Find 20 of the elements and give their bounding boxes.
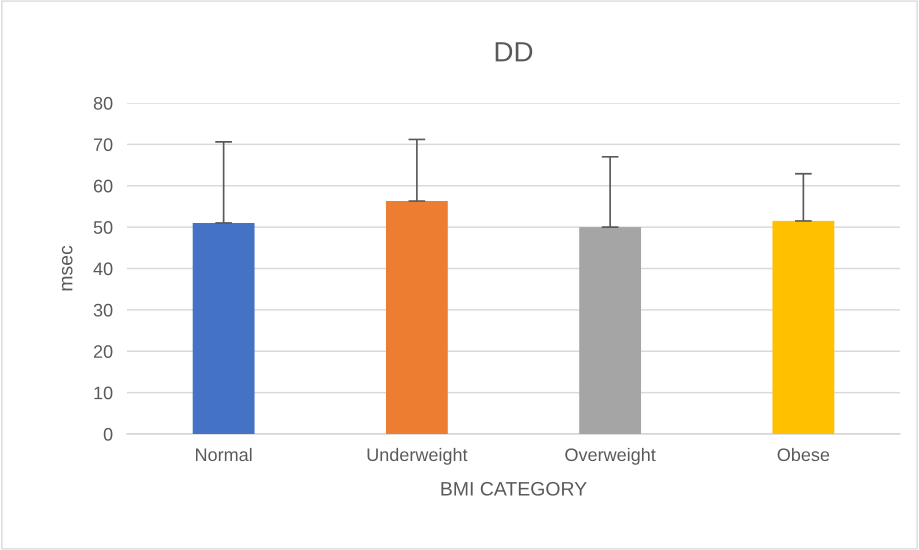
x-tick-label: Overweight <box>565 448 656 465</box>
bar <box>386 201 448 434</box>
x-tick-label: Underweight <box>368 448 468 465</box>
y-axis-title: msec <box>62 246 73 290</box>
chart-title: DD <box>496 42 532 62</box>
y-tick-label: 40 <box>93 262 112 276</box>
y-tick-label: 30 <box>94 304 112 317</box>
x-tick-label: Obese <box>778 448 830 462</box>
y-tick-label: 20 <box>94 345 112 358</box>
bar <box>192 222 255 434</box>
x-axis-title: BMI CATEGORY <box>441 482 587 496</box>
bar <box>579 227 642 434</box>
x-tick-label: Normal <box>196 448 252 462</box>
y-tick-label: 0 <box>104 428 112 441</box>
y-tick-label: 60 <box>94 180 112 192</box>
y-tick-label: 80 <box>94 96 112 110</box>
y-tick-label: 10 <box>94 386 112 400</box>
bar <box>772 220 834 434</box>
y-tick-label: 50 <box>94 221 112 234</box>
y-tick-label: 70 <box>94 138 112 152</box>
